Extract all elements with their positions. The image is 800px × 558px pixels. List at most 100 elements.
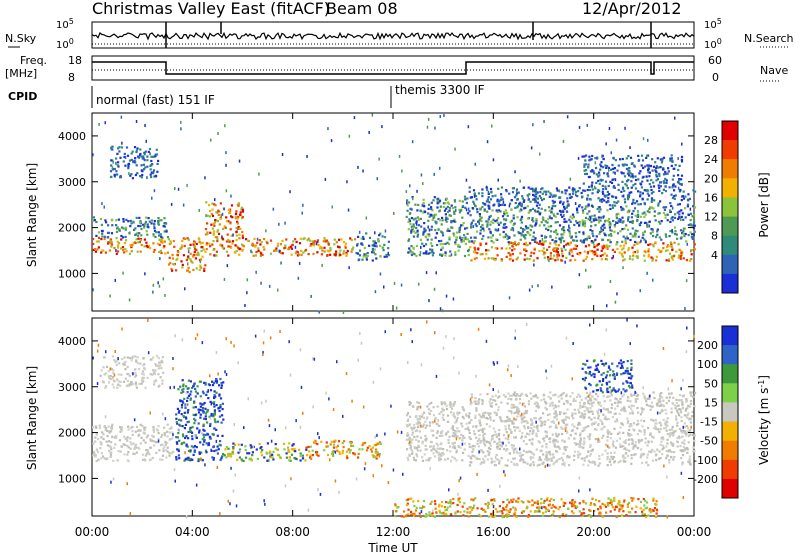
noise-cell — [590, 217, 592, 220]
data-cell — [175, 413, 177, 415]
data-cell — [213, 459, 215, 461]
data-cell — [534, 240, 536, 242]
data-cell — [406, 414, 408, 416]
data-cell — [547, 414, 549, 416]
data-cell — [569, 242, 571, 244]
data-cell — [570, 221, 572, 223]
data-cell — [612, 443, 614, 445]
data-cell — [454, 442, 456, 444]
data-cell — [655, 179, 657, 181]
data-cell — [352, 445, 354, 447]
data-cell — [149, 148, 151, 150]
data-cell — [167, 447, 169, 449]
data-cell — [147, 226, 149, 228]
data-cell — [545, 446, 547, 448]
data-cell — [608, 193, 610, 195]
data-cell — [519, 430, 521, 432]
data-cell — [125, 438, 127, 440]
noise-cell — [421, 174, 423, 177]
data-cell — [280, 457, 282, 459]
data-cell — [429, 457, 431, 459]
data-cell — [691, 411, 693, 413]
data-cell — [640, 448, 642, 450]
data-cell — [595, 438, 597, 440]
data-cell — [652, 229, 654, 231]
data-cell — [614, 420, 616, 422]
data-cell — [603, 245, 605, 247]
data-cell — [488, 201, 490, 203]
data-cell — [460, 210, 462, 212]
data-cell — [471, 196, 473, 198]
data-cell — [587, 164, 589, 166]
data-cell — [478, 419, 480, 421]
data-cell — [474, 205, 476, 207]
data-cell — [653, 427, 655, 429]
data-cell — [506, 212, 508, 214]
data-cell — [484, 412, 486, 414]
data-cell — [537, 464, 539, 466]
data-cell — [642, 198, 644, 200]
data-cell — [442, 219, 444, 221]
data-cell — [684, 207, 686, 209]
data-cell — [660, 392, 662, 394]
data-cell — [291, 448, 293, 450]
data-cell — [470, 419, 472, 421]
data-cell — [124, 242, 126, 244]
data-cell — [346, 451, 348, 453]
data-cell — [599, 183, 601, 185]
data-cell — [446, 449, 448, 451]
data-cell — [459, 237, 461, 239]
data-cell — [219, 378, 221, 380]
data-cell — [387, 247, 389, 249]
data-cell — [307, 446, 309, 448]
data-cell — [419, 210, 421, 212]
data-cell — [616, 170, 618, 172]
data-cell — [221, 422, 223, 424]
data-cell — [597, 412, 599, 414]
data-cell — [520, 239, 522, 241]
data-cell — [604, 164, 606, 166]
data-cell — [296, 241, 298, 243]
data-cell — [586, 213, 588, 215]
data-cell — [413, 457, 415, 459]
data-cell — [333, 447, 335, 449]
data-cell — [339, 250, 341, 252]
data-cell — [171, 270, 173, 272]
data-cell — [222, 228, 224, 230]
data-cell — [475, 237, 477, 239]
data-cell — [608, 418, 610, 420]
data-cell — [677, 412, 679, 414]
data-cell — [570, 403, 572, 405]
data-cell — [145, 387, 147, 389]
data-cell — [474, 415, 476, 417]
data-cell — [525, 394, 527, 396]
data-cell — [611, 164, 613, 166]
data-cell — [612, 416, 614, 418]
data-cell — [508, 427, 510, 429]
noise-cell — [429, 229, 431, 232]
data-cell — [687, 193, 689, 195]
data-cell — [634, 202, 636, 204]
data-cell — [382, 235, 384, 237]
noise-cell — [393, 212, 395, 215]
data-cell — [194, 242, 196, 244]
data-cell — [101, 431, 103, 433]
data-cell — [563, 413, 565, 415]
data-cell — [525, 410, 527, 412]
data-cell — [178, 410, 180, 412]
noise-cell — [440, 307, 442, 310]
data-cell — [669, 209, 671, 211]
data-cell — [491, 240, 493, 242]
data-cell — [486, 393, 488, 395]
data-cell — [665, 217, 667, 219]
data-cell — [609, 461, 611, 463]
noise-cell — [687, 243, 689, 246]
noise-cell — [513, 228, 515, 231]
data-cell — [566, 211, 568, 213]
data-cell — [410, 245, 412, 247]
data-cell — [641, 186, 643, 188]
data-cell — [192, 269, 194, 271]
data-cell — [415, 459, 417, 461]
data-cell — [209, 253, 211, 255]
data-cell — [612, 249, 614, 251]
